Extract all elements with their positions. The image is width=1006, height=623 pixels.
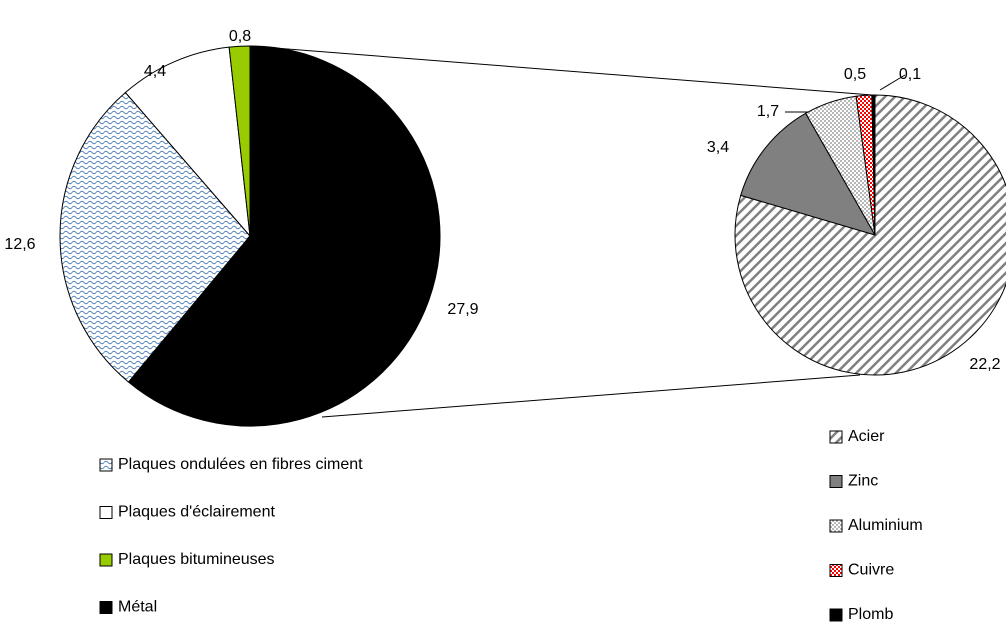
legend-swatch [829, 608, 843, 622]
data-label: 0,5 [844, 66, 866, 83]
legend-swatch [99, 458, 113, 472]
data-label: 1,7 [757, 103, 779, 120]
legend-label: Acier [848, 428, 885, 445]
legend-swatch [829, 475, 843, 488]
pie-slice [59, 91, 251, 383]
legend-swatch [829, 564, 843, 577]
pie-slice [124, 46, 251, 238]
pie-slice [228, 45, 251, 237]
legend-label: Plaques d'éclairement [118, 504, 275, 521]
pie-slice [740, 112, 877, 236]
data-label: 4,4 [144, 63, 166, 80]
legend-swatch [99, 601, 113, 614]
legend-label: Cuivre [848, 562, 894, 579]
pie-slice [871, 94, 876, 236]
data-label: 22,2 [969, 356, 1000, 373]
legend-label: Plaques bitumineuses [118, 551, 275, 568]
connector-line [321, 374, 861, 418]
legend-label: Plomb [848, 606, 893, 623]
data-label: 0,8 [229, 28, 251, 45]
data-label: 0,1 [899, 66, 921, 83]
legend-label: Métal [118, 599, 157, 616]
legend-label: Zinc [848, 473, 878, 490]
connector-line [249, 45, 873, 96]
pie-slice [734, 94, 1006, 376]
legend-label: Aluminium [848, 517, 923, 534]
leader-line [879, 74, 906, 91]
legend-swatch [99, 506, 113, 519]
data-label: 12,6 [4, 236, 35, 253]
pie-slice [127, 45, 441, 427]
data-label: 27,9 [447, 301, 478, 318]
data-label: 3,4 [707, 139, 729, 156]
legend-swatch [829, 519, 843, 533]
legend-swatch [829, 430, 843, 444]
legend-swatch [99, 553, 113, 567]
legend-label: Plaques ondulées en fibres ciment [118, 456, 363, 473]
